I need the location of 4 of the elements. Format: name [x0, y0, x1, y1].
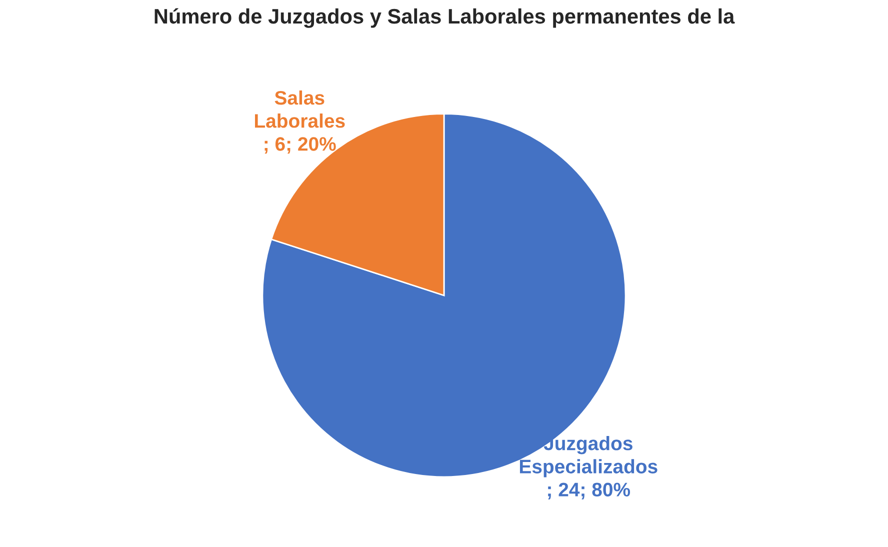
- chart-title: Número de Juzgados y Salas Laborales permanentes de la: [154, 8, 735, 28]
- data-label: ; 24; 80%: [548, 482, 630, 500]
- slice-label: Salas Laborales: [255, 90, 345, 128]
- data-label: ; 6; 20%: [264, 137, 336, 154]
